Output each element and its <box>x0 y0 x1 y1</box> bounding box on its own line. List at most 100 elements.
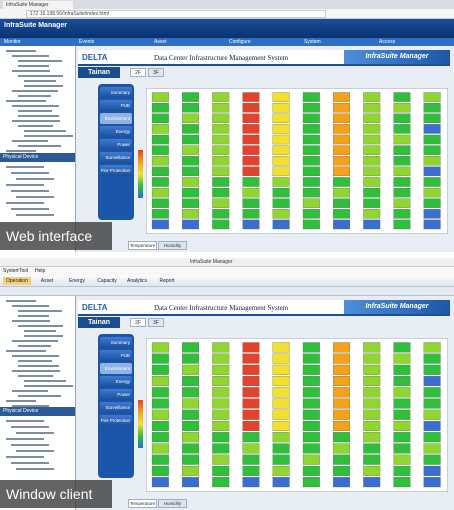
tree-item[interactable] <box>18 345 51 347</box>
tree-item[interactable] <box>6 184 44 186</box>
tree-item[interactable] <box>12 390 48 392</box>
tree-item[interactable] <box>6 150 36 152</box>
tree-item[interactable] <box>24 80 56 82</box>
tree-item[interactable] <box>11 208 49 210</box>
tree-item[interactable] <box>18 365 59 367</box>
tree-item[interactable] <box>11 444 49 446</box>
nav-button[interactable]: Energy <box>100 376 132 387</box>
menu-item[interactable]: Access <box>379 39 396 45</box>
ribbon-tab[interactable]: Analytics <box>126 278 147 284</box>
bottom-tab[interactable]: Humidity <box>158 499 187 508</box>
tree-item[interactable] <box>12 120 60 122</box>
tree-item[interactable] <box>18 125 53 127</box>
menu-item[interactable]: System <box>3 268 19 274</box>
tree-item[interactable] <box>24 85 63 87</box>
menu-item[interactable]: Monitor <box>4 39 21 45</box>
nav-button[interactable]: Fire Protection <box>100 165 132 176</box>
menu-item[interactable]: Events <box>79 39 95 45</box>
bottom-tab[interactable]: Temperature <box>128 499 157 508</box>
tree-item[interactable] <box>18 115 59 117</box>
tree-item[interactable] <box>11 426 49 428</box>
nav-button[interactable]: Surveillance <box>100 152 132 163</box>
address[interactable]: 172.16.198.56/InfraSuite/index.html <box>26 10 326 18</box>
tree-item[interactable] <box>6 400 36 402</box>
ribbon-tab[interactable]: Report <box>159 278 175 284</box>
tree-item[interactable] <box>18 65 49 67</box>
tree-item[interactable] <box>11 190 49 192</box>
tree-item[interactable] <box>18 60 62 62</box>
floor-tab[interactable]: 3F <box>148 318 164 327</box>
tree-item[interactable] <box>12 105 59 107</box>
nav-button[interactable]: Environment <box>100 113 132 124</box>
tree-item[interactable] <box>12 355 59 357</box>
ribbon-tab[interactable]: Capacity <box>97 278 117 284</box>
tree-item[interactable] <box>16 196 54 198</box>
tree-item[interactable] <box>18 75 63 77</box>
tree-item[interactable] <box>16 468 54 470</box>
tree-item[interactable] <box>18 95 51 97</box>
tree-item[interactable] <box>6 166 44 168</box>
tree-item[interactable] <box>12 140 48 142</box>
tree-item[interactable] <box>18 315 49 317</box>
tree-item[interactable] <box>18 375 53 377</box>
nav-button[interactable]: Fire Protection <box>100 415 132 426</box>
tree-item[interactable] <box>24 335 63 337</box>
tree-item[interactable] <box>16 178 54 180</box>
nav-button[interactable]: Summary <box>100 337 132 348</box>
ribbon-tab[interactable]: Energy <box>69 278 85 284</box>
tree-item[interactable] <box>6 438 44 440</box>
nav-button[interactable]: Energy <box>100 126 132 137</box>
tree-item[interactable] <box>18 395 61 397</box>
bottom-tab[interactable]: Humidity <box>158 241 187 250</box>
tree-item[interactable] <box>24 130 66 132</box>
tree-item[interactable] <box>16 450 54 452</box>
floor-tab[interactable]: 2F <box>130 318 146 327</box>
nav-button[interactable]: PUE <box>100 350 132 361</box>
tree-item[interactable] <box>24 385 73 387</box>
nav-button[interactable]: Surveillance <box>100 402 132 413</box>
tree-item[interactable] <box>12 90 58 92</box>
tree-item[interactable] <box>18 145 61 147</box>
tree-item[interactable] <box>24 380 66 382</box>
menu-item[interactable]: Asset <box>154 39 167 45</box>
nav-button[interactable]: Environment <box>100 363 132 374</box>
tree-item[interactable] <box>6 300 36 302</box>
nav-button[interactable]: Summary <box>100 87 132 98</box>
tree-item[interactable] <box>6 100 46 102</box>
menu-item[interactable]: Tool <box>19 268 29 274</box>
browser-tab[interactable]: InfraSuite Manager <box>3 1 73 9</box>
tree-item[interactable] <box>12 70 50 72</box>
floor-tab[interactable]: 2F <box>130 68 146 77</box>
tree-item[interactable] <box>12 55 49 57</box>
tree-item[interactable] <box>18 310 62 312</box>
floor-tab[interactable]: 3F <box>148 68 164 77</box>
tree-item[interactable] <box>6 456 44 458</box>
tree-item[interactable] <box>11 172 49 174</box>
tree-item[interactable] <box>6 420 44 422</box>
tree-item[interactable] <box>12 340 58 342</box>
tree-item[interactable] <box>24 135 73 137</box>
tree-item[interactable] <box>18 360 52 362</box>
menu-item[interactable]: Help <box>35 268 46 274</box>
tree-item[interactable] <box>12 320 50 322</box>
tree-item[interactable] <box>24 330 56 332</box>
tree-item[interactable] <box>12 305 49 307</box>
tree-item[interactable] <box>16 214 54 216</box>
nav-button[interactable]: Power <box>100 139 132 150</box>
tree-item[interactable] <box>16 432 54 434</box>
ribbon-tab[interactable]: Asset <box>40 278 54 284</box>
tree-item[interactable] <box>6 50 36 52</box>
tree-item[interactable] <box>6 202 44 204</box>
menu-item[interactable]: Configure <box>229 39 251 45</box>
tree-item[interactable] <box>11 462 49 464</box>
ribbon-tab[interactable]: Operation <box>3 277 31 285</box>
tree-item[interactable] <box>6 350 46 352</box>
tree-item[interactable] <box>12 370 60 372</box>
nav-button[interactable]: PUE <box>100 100 132 111</box>
menu-item[interactable]: System <box>304 39 321 45</box>
tree-item[interactable] <box>18 325 63 327</box>
nav-button[interactable]: Power <box>100 389 132 400</box>
bottom-tab[interactable]: Temperature <box>128 241 157 250</box>
tree-item[interactable] <box>12 405 49 407</box>
tree-item[interactable] <box>18 110 52 112</box>
